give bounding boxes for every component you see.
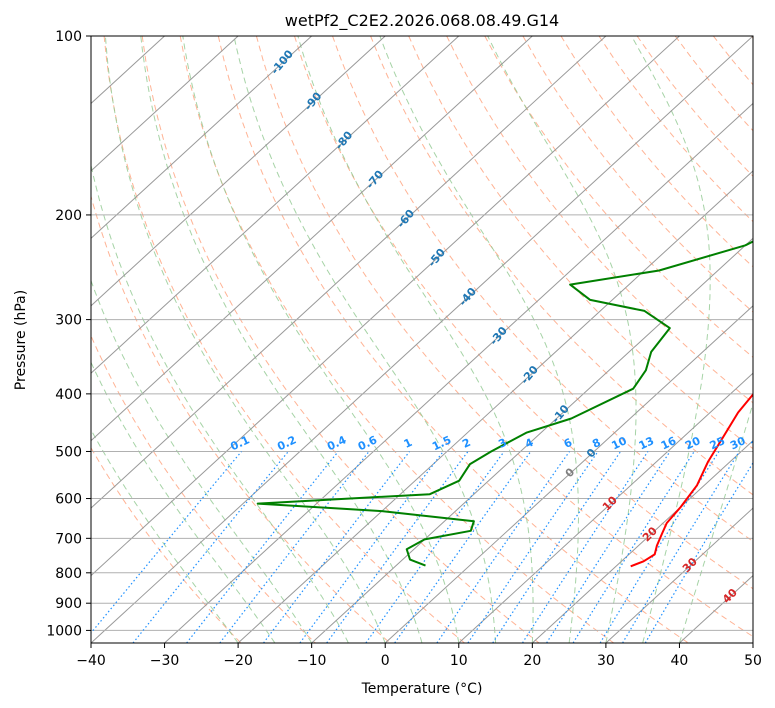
mixing-ratio-line bbox=[492, 451, 622, 643]
mixing-ratio-line bbox=[622, 451, 740, 643]
y-axis-label: Pressure (hPa) bbox=[13, 290, 29, 390]
mixing-ratio-line bbox=[572, 451, 695, 643]
isotherm-line bbox=[91, 36, 313, 240]
chart-title: wetPf2_C2E2.2026.068.08.49.G14 bbox=[285, 11, 559, 31]
x-tick-label: 40 bbox=[671, 653, 689, 669]
mixing-ratio-line bbox=[436, 451, 570, 643]
dry-adiabat-line bbox=[217, 36, 689, 643]
x-tick-label: −10 bbox=[297, 653, 327, 669]
dry-adiabat-line bbox=[179, 36, 614, 643]
y-tick-label: 200 bbox=[55, 208, 82, 224]
y-tick-label: 700 bbox=[55, 531, 82, 547]
mixing-ratio-line bbox=[394, 451, 532, 643]
gridlines bbox=[91, 36, 753, 631]
mixing-ratio-line bbox=[644, 461, 753, 643]
mixing-ratio-line bbox=[186, 451, 339, 643]
mixing-ratio-line bbox=[263, 451, 410, 643]
moist-adiabat-line bbox=[233, 36, 497, 643]
mixing-ratio-line bbox=[546, 451, 671, 643]
x-tick-label: −20 bbox=[223, 653, 253, 669]
isotherm-line bbox=[384, 305, 753, 643]
moist-adiabat-line bbox=[182, 36, 460, 643]
isotherm-line bbox=[531, 439, 753, 643]
dry-adiabat-line bbox=[446, 36, 753, 404]
moist-adiabat-line bbox=[678, 401, 753, 643]
x-tick-label: −40 bbox=[76, 653, 106, 669]
x-tick-label: 0 bbox=[381, 653, 390, 669]
isotherm-line bbox=[91, 36, 239, 172]
dry-adiabat-line bbox=[408, 36, 753, 450]
isotherm-line bbox=[164, 102, 753, 643]
isotherm-line bbox=[91, 36, 680, 577]
x-axis: −40 −30 −20 −10 0 10 20 30 40 50 bbox=[76, 643, 762, 669]
y-tick-label: 400 bbox=[55, 387, 82, 403]
dry-adiabat-line bbox=[332, 36, 753, 543]
moist-adiabat-line bbox=[379, 36, 579, 643]
mixing-ratio-line bbox=[467, 451, 599, 643]
dry-adiabat-line bbox=[141, 36, 540, 643]
isotherm-line bbox=[458, 372, 753, 643]
dry-adiabat-line bbox=[103, 36, 465, 643]
moist-adiabat-line bbox=[104, 36, 386, 643]
moist-adiabat-line bbox=[487, 36, 637, 643]
mixing-ratio-label: 10 bbox=[609, 434, 629, 452]
dewpoint-profile-line bbox=[256, 240, 753, 567]
dry-adiabat-line bbox=[91, 334, 316, 643]
skewed-isotherms bbox=[91, 36, 753, 643]
mixing-ratio-line bbox=[521, 451, 649, 643]
isotherm-line bbox=[91, 36, 386, 307]
x-tick-label: −30 bbox=[150, 653, 180, 669]
dry-adiabat-line bbox=[255, 36, 753, 638]
y-tick-label: 600 bbox=[55, 492, 82, 508]
mixing-ratio-line bbox=[326, 451, 469, 643]
temperature-profile-line bbox=[630, 392, 753, 568]
dry-adiabats bbox=[91, 36, 753, 643]
isotherm-line bbox=[91, 36, 753, 643]
mixing-ratio-label: 16 bbox=[659, 434, 679, 452]
mixing-ratio-label: 36 bbox=[749, 434, 769, 452]
x-tick-label: 20 bbox=[523, 653, 541, 669]
moist-adiabat-line bbox=[91, 361, 276, 643]
x-tick-label: 30 bbox=[597, 653, 615, 669]
moist-adiabat-line bbox=[91, 428, 239, 643]
dry-adiabat-line bbox=[294, 36, 753, 590]
x-tick-label: 10 bbox=[450, 653, 468, 669]
y-tick-label: 300 bbox=[55, 313, 82, 329]
data-series bbox=[256, 240, 753, 568]
isotherm-line bbox=[605, 507, 753, 643]
mixing-ratio-label: 20 bbox=[683, 434, 703, 452]
y-tick-label: 100 bbox=[55, 29, 82, 45]
y-tick-label: 800 bbox=[55, 566, 82, 582]
moist-adiabat-line bbox=[91, 162, 349, 643]
x-axis-label: Temperature (°C) bbox=[361, 681, 483, 697]
x-tick-label: 50 bbox=[744, 653, 762, 669]
y-tick-label: 1000 bbox=[46, 623, 82, 639]
moist-adiabat-line bbox=[140, 36, 423, 643]
y-tick-label: 500 bbox=[55, 444, 82, 460]
dry-adiabat-line bbox=[370, 36, 753, 496]
moist-adiabats bbox=[91, 36, 753, 643]
y-tick-label: 900 bbox=[55, 596, 82, 612]
dry-adiabat-line bbox=[522, 36, 753, 313]
moist-adiabat-line bbox=[297, 36, 534, 643]
isotherm-line bbox=[91, 36, 460, 374]
dry-adiabat-line bbox=[91, 194, 391, 643]
plot-frame bbox=[90, 35, 754, 644]
mixing-ratio-lines bbox=[91, 451, 753, 643]
isotherm-line bbox=[91, 36, 607, 509]
mixing-ratio-label: 25 bbox=[708, 434, 727, 452]
mixing-ratio-line bbox=[91, 451, 242, 634]
moist-adiabat-line bbox=[631, 36, 711, 643]
y-axis: 100 200 300 400 500 600 700 800 900 1000 bbox=[46, 29, 91, 639]
mixing-ratio-line bbox=[132, 451, 289, 643]
mixing-ratio-label: 30 bbox=[728, 434, 748, 452]
isotherm-line bbox=[91, 36, 533, 442]
mixing-ratio-label: 13 bbox=[637, 434, 656, 452]
isotherm-line bbox=[237, 170, 753, 643]
